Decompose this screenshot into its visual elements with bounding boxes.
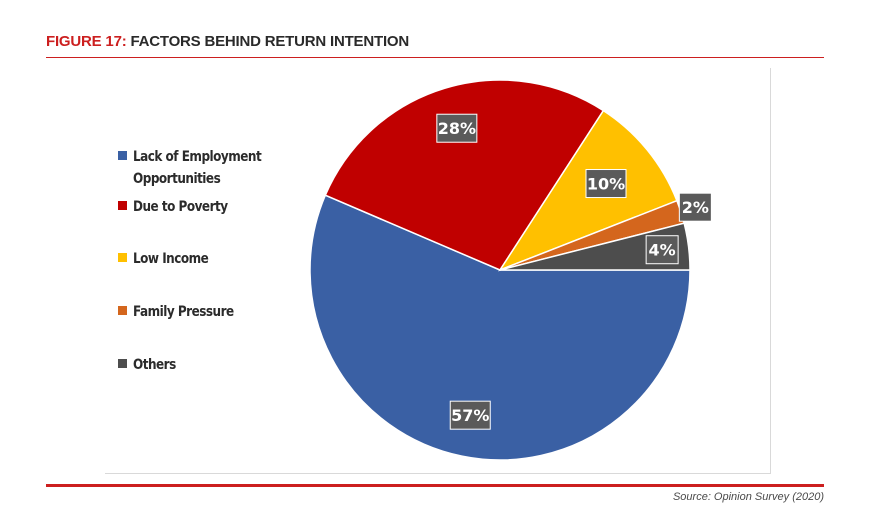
data-label-box-employment [449,400,491,430]
legend-label-family-pressure: Family Pressure [133,304,234,320]
legend-item-poverty: Due to Poverty [118,196,303,218]
legend-item-employment: Lack of Employment Opportunities [118,146,303,190]
data-label-box-family-pressure [678,192,712,222]
figure-heading: FACTORS BEHIND RETURN INTENTION [130,33,410,50]
data-label-employment: 57% [449,400,491,430]
legend-label-employment: Lack of Employment Opportunities [133,149,262,187]
legend-item-others: Others [118,354,303,376]
legend-item-family-pressure: Family Pressure [118,301,303,323]
legend-swatch-low-income [118,253,127,262]
source-note: Source: Opinion Survey (2020) [672,491,824,503]
title-rule [46,57,824,58]
legend-swatch-employment [118,151,127,160]
footer-rule [46,484,824,487]
data-label-text-low-income: 10% [587,175,625,194]
data-label-others: 4% [645,235,679,265]
data-label-text-family-pressure: 2% [682,198,709,217]
legend-swatch-family-pressure [118,306,127,315]
pie-slice-others [499,222,691,271]
data-label-poverty: 28% [436,113,478,143]
figure-title: FIGURE 17: FACTORS BEHIND RETURN INTENTI… [46,33,409,50]
legend-swatch-poverty [118,201,127,210]
chart-frame [105,68,771,474]
data-label-low-income: 10% [585,169,627,199]
pie-slice-employment [309,194,691,461]
data-label-text-employment: 57% [451,406,489,425]
pie-slice-poverty [324,79,605,271]
data-label-text-others: 4% [649,241,676,260]
legend-label-low-income: Low Income [133,251,209,267]
data-label-box-others [645,235,679,265]
legend-swatch-others [118,359,127,368]
legend-label-poverty: Due to Poverty [133,199,228,215]
legend-item-low-income: Low Income [118,248,303,270]
legend-label-others: Others [133,357,176,373]
data-label-family-pressure: 2% [678,192,712,222]
data-label-box-low-income [585,169,627,199]
data-label-text-poverty: 28% [438,119,476,138]
data-label-box-poverty [436,113,478,143]
figure-number: FIGURE 17: [46,33,127,50]
